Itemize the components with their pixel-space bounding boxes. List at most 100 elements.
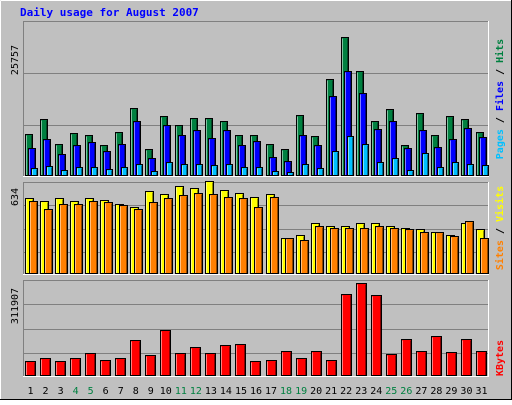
- bar-kbytes-day-23: [356, 283, 367, 376]
- bar-kbytes-day-3: [55, 361, 66, 376]
- x-tick-label-day-17: 17: [265, 386, 277, 397]
- bar-kbytes-day-22: [341, 294, 352, 376]
- bar-pages-day-31: [482, 165, 489, 176]
- bar-sites-day-24: [375, 226, 384, 274]
- bar-kbytes-day-5: [85, 353, 96, 376]
- x-tick-label-day-6: 6: [103, 386, 109, 397]
- bar-kbytes-day-14: [220, 345, 231, 376]
- bar-sites-day-19: [300, 240, 309, 274]
- bar-pages-day-8: [136, 164, 143, 176]
- bar-pages-day-20: [317, 168, 324, 176]
- bar-pages-day-5: [91, 167, 98, 176]
- x-tick-label-day-31: 31: [475, 386, 487, 397]
- bar-sites-day-5: [89, 201, 98, 274]
- x-tick-label-day-27: 27: [415, 386, 427, 397]
- bar-sites-day-4: [74, 204, 83, 274]
- panel-kbytes: 311907 KBytes: [10, 280, 506, 377]
- bar-kbytes-day-4: [70, 358, 81, 376]
- x-tick-label-day-13: 13: [205, 386, 217, 397]
- bar-pages-day-2: [46, 166, 53, 176]
- bar-pages-day-17: [272, 171, 279, 176]
- bar-pages-day-22: [347, 136, 354, 176]
- bar-sites-day-15: [239, 198, 248, 274]
- bar-pages-day-16: [256, 167, 263, 176]
- legend-hits: Hits: [494, 39, 506, 63]
- bar-pages-day-1: [31, 168, 38, 176]
- bar-sites-day-10: [164, 198, 173, 274]
- legend-files: Files: [494, 81, 506, 111]
- bar-kbytes-day-20: [311, 351, 322, 376]
- bar-sites-day-3: [59, 204, 68, 274]
- x-tick-label-day-9: 9: [148, 386, 154, 397]
- x-tick-label-day-4: 4: [73, 386, 79, 397]
- bar-kbytes-day-13: [205, 353, 216, 376]
- panel-visits-sites: 634 Sites / Visits: [10, 181, 506, 275]
- bar-pages-day-27: [422, 153, 429, 176]
- bar-sites-day-18: [285, 238, 294, 274]
- panel-max-label: 634: [10, 188, 21, 206]
- bar-kbytes-day-7: [115, 358, 126, 376]
- bar-sites-day-7: [119, 205, 128, 274]
- legend-sites: Sites: [494, 240, 506, 270]
- bar-sites-day-12: [194, 193, 203, 274]
- panel-legend-label: KBytes: [495, 340, 506, 376]
- legend-pages: Pages: [495, 129, 506, 159]
- panel-max-label: 25757: [10, 45, 21, 75]
- bar-sites-day-30: [465, 221, 474, 274]
- bar-pages-day-19: [302, 164, 309, 176]
- bar-pages-day-25: [392, 158, 399, 176]
- bar-sites-day-31: [480, 238, 489, 274]
- bar-sites-day-6: [104, 202, 113, 274]
- bar-kbytes-day-24: [371, 295, 382, 376]
- x-tick-label-day-5: 5: [88, 386, 94, 397]
- bar-kbytes-day-18: [281, 351, 292, 376]
- x-tick-label-day-26: 26: [400, 386, 412, 397]
- x-tick-label-day-11: 11: [175, 386, 187, 397]
- bar-kbytes-day-9: [145, 355, 156, 376]
- bar-sites-day-13: [209, 194, 218, 274]
- bar-kbytes-day-25: [386, 354, 397, 376]
- x-tick-label-day-18: 18: [280, 386, 292, 397]
- legend-separator: /: [495, 222, 506, 240]
- bar-sites-day-28: [435, 232, 444, 274]
- bar-sites-day-1: [29, 201, 38, 274]
- bar-sites-day-14: [224, 197, 233, 274]
- bar-kbytes-day-30: [461, 339, 472, 376]
- bar-sites-day-27: [420, 232, 429, 274]
- bar-pages-day-28: [437, 167, 444, 176]
- bar-pages-day-29: [452, 162, 459, 176]
- bar-kbytes-day-8: [130, 340, 141, 376]
- x-tick-label-day-19: 19: [295, 386, 307, 397]
- legend-separator: /: [495, 63, 506, 81]
- bar-kbytes-day-21: [326, 360, 337, 376]
- x-tick-label-day-23: 23: [355, 386, 367, 397]
- x-tick-label-day-3: 3: [58, 386, 64, 397]
- bar-sites-day-26: [405, 229, 414, 274]
- bar-kbytes-day-19: [296, 358, 307, 376]
- x-tick-label-day-30: 30: [460, 386, 472, 397]
- panel-legend-label: Sites / Visits: [494, 186, 506, 270]
- x-tick-label-day-25: 25: [385, 386, 397, 397]
- legend-visits: Visits: [494, 186, 506, 222]
- x-tick-label-day-2: 2: [43, 386, 49, 397]
- bar-pages-day-15: [241, 167, 248, 176]
- bar-kbytes-day-29: [446, 352, 457, 376]
- bar-pages-day-9: [151, 171, 158, 176]
- bar-pages-day-24: [377, 162, 384, 176]
- bar-sites-day-11: [179, 195, 188, 274]
- bar-pages-day-21: [332, 151, 339, 176]
- bar-kbytes-day-12: [190, 347, 201, 376]
- bar-kbytes-day-6: [100, 360, 111, 376]
- x-tick-label-day-28: 28: [430, 386, 442, 397]
- bar-sites-day-25: [390, 228, 399, 274]
- x-tick-label-day-1: 1: [28, 386, 34, 397]
- bar-pages-day-3: [61, 170, 68, 176]
- bar-pages-day-12: [196, 164, 203, 176]
- panel-hits-files-pages: 25757 Pages / Files / Hits: [10, 21, 506, 177]
- x-tick-label-day-20: 20: [310, 386, 322, 397]
- panel-legend-label: Pages / Files / Hits: [494, 39, 506, 159]
- bar-pages-day-4: [76, 167, 83, 176]
- bar-sites-day-22: [345, 228, 354, 274]
- x-tick-label-day-10: 10: [160, 386, 172, 397]
